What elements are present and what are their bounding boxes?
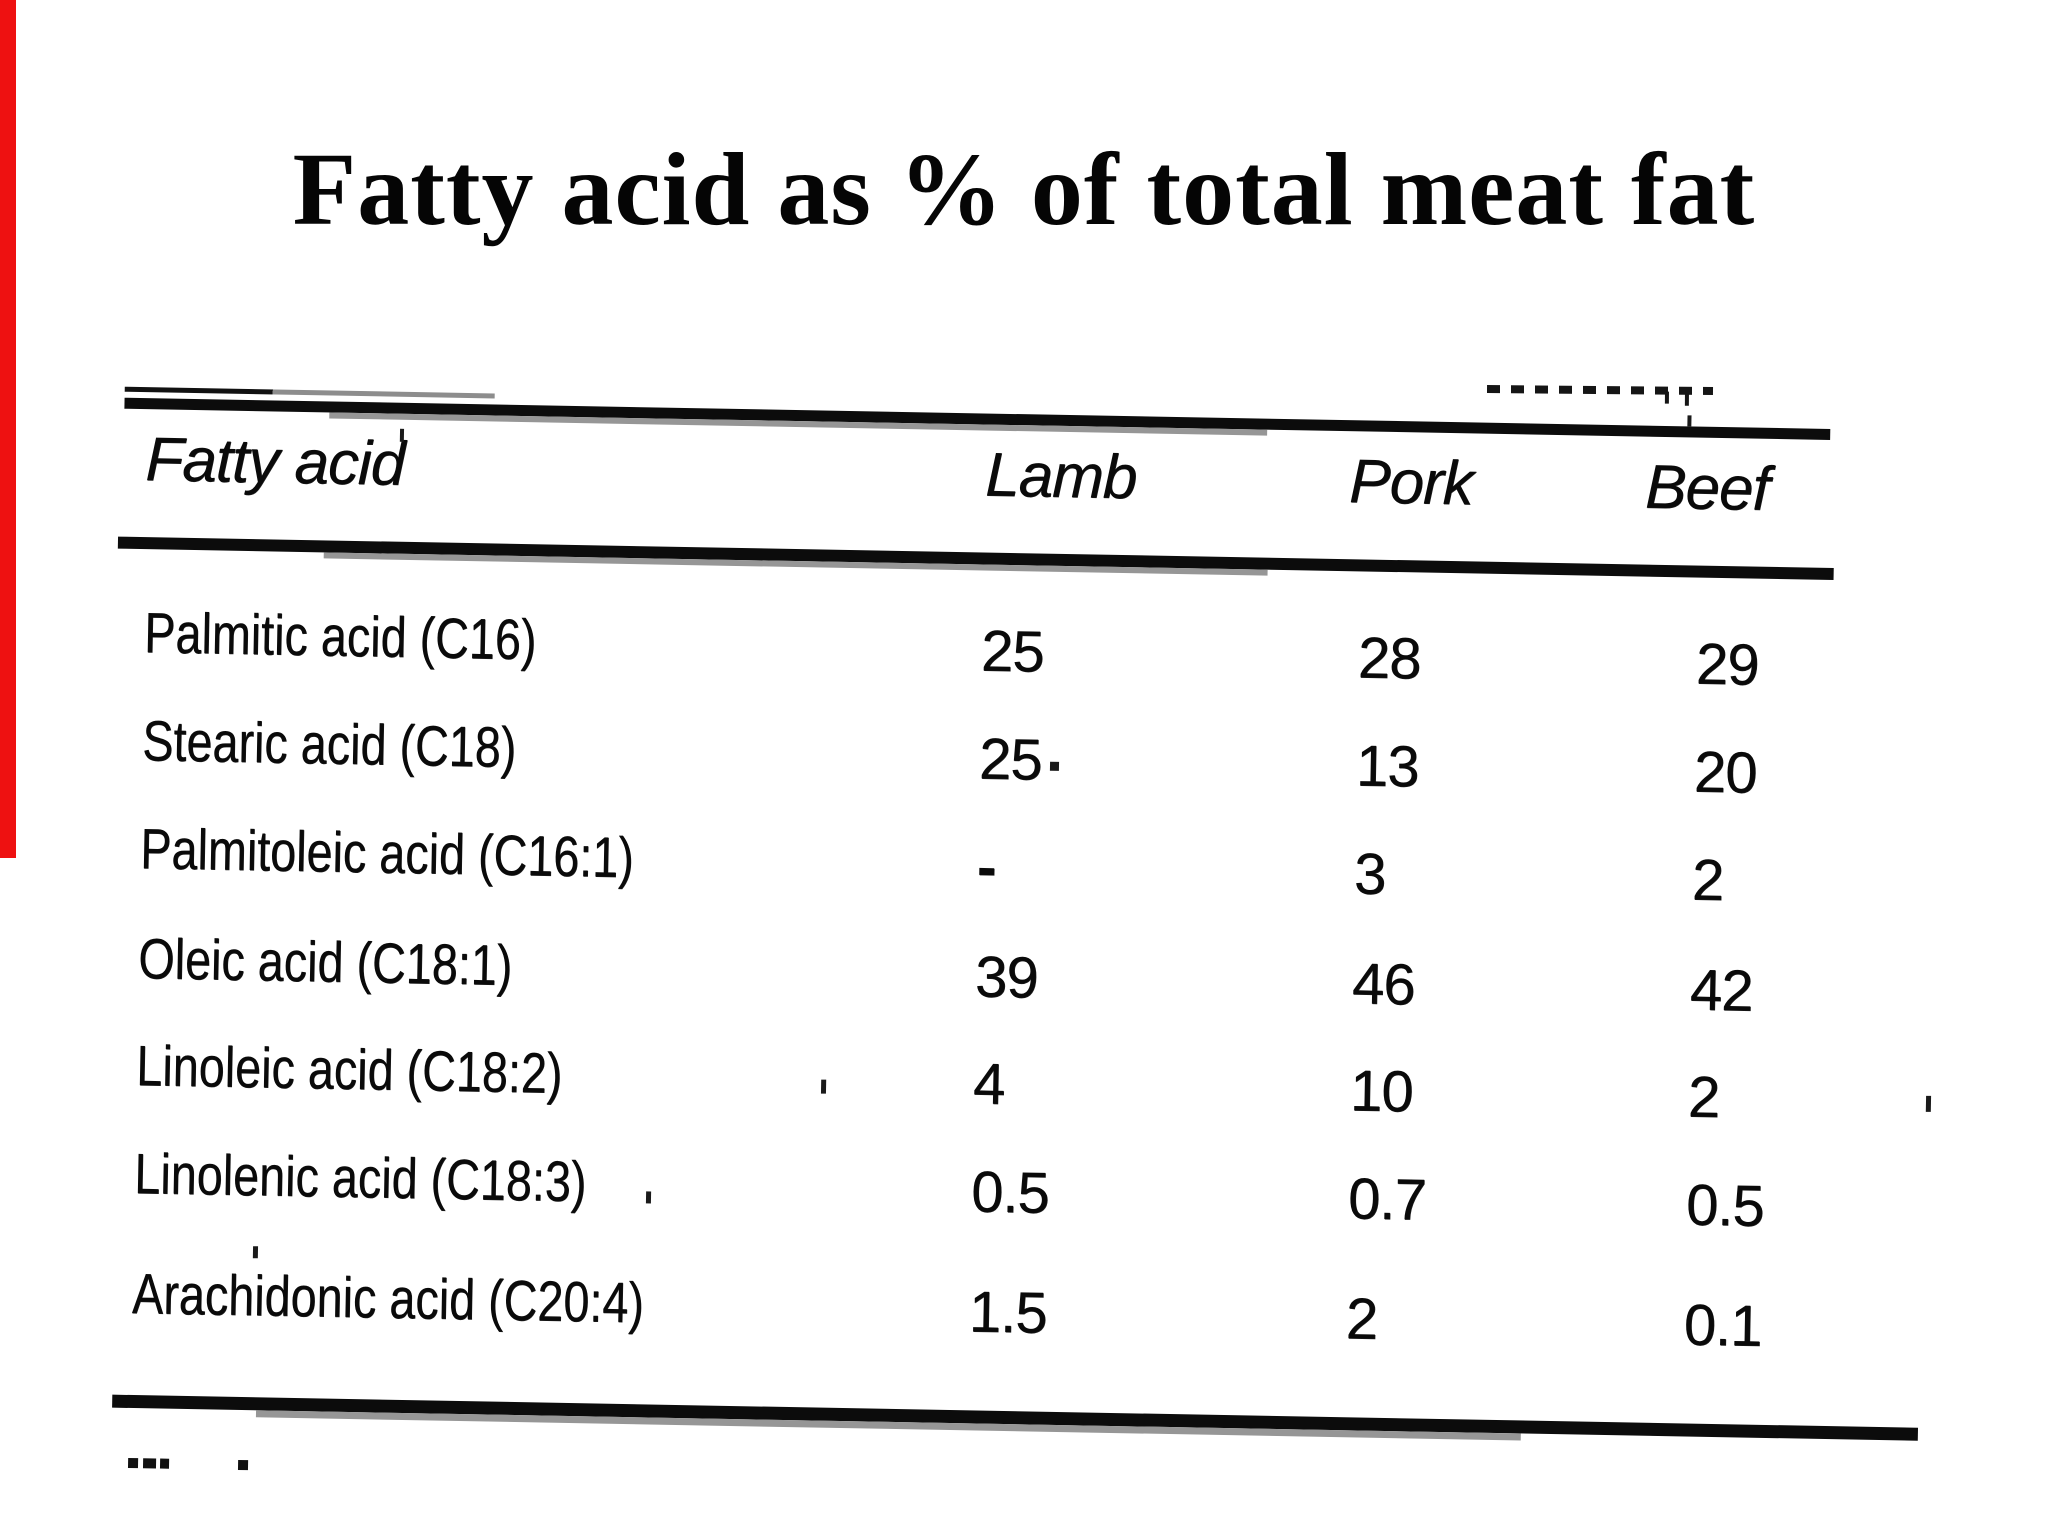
row-label: Palmitoleic acid (C16:1) <box>139 817 635 891</box>
scan-speckle <box>399 428 405 442</box>
cell-pork: 2 <box>1345 1286 1378 1352</box>
table-rule-header-bottom <box>117 536 1834 581</box>
row-label: Linolenic acid (C18:3) <box>133 1142 587 1215</box>
table-row: Stearic acid (C18) 25 13 20 <box>141 708 2012 822</box>
cell-pork: 0.7 <box>1347 1166 1427 1233</box>
scan-speckle <box>645 1191 652 1204</box>
left-edge-red-bar <box>0 0 16 858</box>
cell-lamb: 25 <box>978 726 1043 793</box>
row-label: Arachidonic acid (C20:4) <box>131 1262 645 1336</box>
cell-beef: 0.1 <box>1683 1292 1763 1359</box>
row-label: Stearic acid (C18) <box>141 709 517 780</box>
cell-lamb: 39 <box>974 944 1039 1011</box>
table-rule-top-ghost <box>124 386 495 399</box>
cell-beef: 42 <box>1689 957 1754 1024</box>
table-rule-bottom <box>112 1394 1919 1441</box>
cell-pork: 28 <box>1357 625 1422 692</box>
cell-beef: 29 <box>1695 631 1760 698</box>
scan-dash-mark <box>237 1459 249 1471</box>
cell-pork: 46 <box>1351 951 1416 1018</box>
cell-lamb: 4 <box>972 1051 1006 1117</box>
scan-speckle <box>1049 761 1060 771</box>
row-label: Oleic acid (C18:1) <box>137 927 513 998</box>
cell-lamb: 25 <box>980 618 1045 685</box>
page-title: Fatty acid as % of total meat fat <box>292 132 1756 247</box>
table-row: Linolenic acid (C18:3) 0.5 0.7 0.5 <box>134 1141 2005 1255</box>
column-header-lamb: Lamb <box>984 440 1138 513</box>
scan-speckle <box>820 1079 827 1094</box>
row-label: Palmitic acid (C16) <box>143 601 538 673</box>
column-header-fatty-acid: Fatty acid <box>144 425 405 499</box>
row-label: Linoleic acid (C18:2) <box>135 1034 563 1106</box>
cell-pork: 10 <box>1349 1058 1414 1125</box>
scan-speckle <box>1687 415 1692 427</box>
cell-lamb: 0.5 <box>970 1159 1050 1226</box>
cell-beef: 20 <box>1693 739 1758 806</box>
table-row: Linoleic acid (C18:2) 4 10 2 <box>135 1033 2006 1147</box>
scan-dash-mark <box>159 1458 170 1469</box>
scan-dash-mark <box>142 1458 157 1469</box>
table-row: Palmitic acid (C16) 25 28 29 <box>143 600 2014 714</box>
cell-beef: 0.5 <box>1685 1172 1765 1239</box>
table-row: Arachidonic acid (C20:4) 1.5 2 0.1 <box>131 1261 2002 1375</box>
cell-beef: 2 <box>1691 847 1724 914</box>
cell-lamb: - <box>976 834 997 900</box>
cell-lamb: 1.5 <box>968 1279 1048 1346</box>
table-row: Oleic acid (C18:1) 39 46 42 <box>137 926 2008 1040</box>
column-header-pork: Pork <box>1348 447 1474 519</box>
cell-pork: 3 <box>1353 841 1386 907</box>
scan-speckle <box>1925 1095 1932 1112</box>
table-header-row: Fatty acid Lamb Pork Beef <box>0 421 2048 543</box>
cell-beef: 2 <box>1687 1064 1720 1131</box>
table-row: Palmitoleic acid (C16:1) - 3 2 <box>139 816 2010 930</box>
cell-pork: 13 <box>1355 733 1420 800</box>
scan-dash-mark <box>127 1457 139 1469</box>
column-header-beef: Beef <box>1644 452 1770 524</box>
scan-speckle <box>252 1246 259 1259</box>
